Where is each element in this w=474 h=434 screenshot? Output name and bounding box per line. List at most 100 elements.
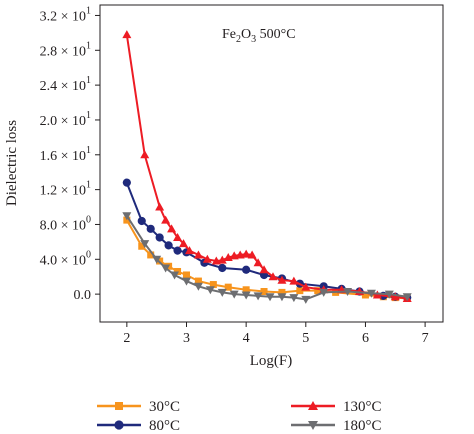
data-point-30c xyxy=(138,242,146,250)
data-point-180c xyxy=(319,288,329,297)
data-point-30c xyxy=(361,291,369,299)
data-point-80c xyxy=(137,216,146,226)
data-point-180c xyxy=(241,291,251,300)
data-point-130c xyxy=(301,282,311,291)
data-point-180c xyxy=(253,292,263,301)
data-point-180c xyxy=(140,240,150,249)
data-point-180c xyxy=(217,288,227,297)
data-point-30c xyxy=(296,287,304,295)
data-point-80c xyxy=(173,246,182,255)
data-point-180c xyxy=(152,255,162,264)
legend-item-130c: 130°C xyxy=(291,399,382,415)
legend-label: 80°C xyxy=(149,418,180,434)
data-point-130c xyxy=(253,258,263,267)
data-point-180c xyxy=(366,289,376,298)
y-axis-label: Dielectric loss xyxy=(4,120,20,206)
legend-marker xyxy=(308,421,318,430)
legend-label: 30°C xyxy=(149,399,180,415)
data-point-130c xyxy=(289,276,299,285)
chart-annotation: Fe2O3 500°C xyxy=(222,27,296,45)
data-point-130c xyxy=(173,233,183,242)
y-tick-label: 8.0 × 100 xyxy=(40,214,91,233)
data-point-30c xyxy=(278,288,286,296)
x-tick-label: 3 xyxy=(183,331,190,346)
data-point-130c xyxy=(140,150,150,159)
legend-item-30c: 30°C xyxy=(97,399,180,415)
y-tick-label: 0.0 xyxy=(74,288,92,303)
data-point-180c xyxy=(122,212,132,221)
x-tick-label: 2 xyxy=(123,331,130,346)
data-point-80c xyxy=(122,178,131,187)
data-point-180c xyxy=(384,290,394,299)
data-point-180c xyxy=(265,293,275,302)
data-point-80c xyxy=(146,224,155,233)
data-point-180c xyxy=(205,286,215,295)
data-point-130c xyxy=(390,292,400,301)
data-point-130c xyxy=(122,30,132,39)
data-point-130c xyxy=(241,249,251,258)
data-point-180c xyxy=(161,264,171,273)
legend-label: 130°C xyxy=(343,399,382,415)
data-point-30c xyxy=(194,277,202,285)
data-point-30c xyxy=(182,271,190,279)
legend-marker xyxy=(114,420,124,430)
data-point-180c xyxy=(170,271,180,280)
x-axis: 2 3 4 5 6 7 xyxy=(123,322,429,346)
data-point-130c xyxy=(193,250,203,259)
legend: 30°C 80°C 130°C 180°C xyxy=(97,399,382,434)
data-point-130c xyxy=(259,265,269,274)
data-point-130c xyxy=(277,275,287,284)
data-point-30c xyxy=(147,251,155,259)
y-tick-label: 2.4 × 101 xyxy=(40,75,91,94)
data-point-180c xyxy=(229,290,239,299)
data-point-180c xyxy=(289,294,299,303)
data-point-130c xyxy=(167,224,177,233)
data-point-180c xyxy=(193,282,203,291)
y-tick-label: 1.2 × 101 xyxy=(40,180,91,199)
data-point-30c xyxy=(314,287,322,295)
series-180c xyxy=(122,212,412,304)
y-axis: 0.0 4.0 × 100 8.0 × 100 1.2 × 101 1.6 × 101 2… xyxy=(40,5,100,303)
data-point-180c xyxy=(301,295,311,304)
data-point-30c xyxy=(209,281,217,289)
data-point-130c xyxy=(155,202,165,211)
data-point-80c xyxy=(164,241,173,250)
legend-item-180c: 180°C xyxy=(291,418,382,434)
x-tick-label: 5 xyxy=(302,331,309,346)
legend-marker xyxy=(115,402,123,410)
data-point-130c xyxy=(247,250,257,259)
data-point-180c xyxy=(181,277,191,286)
legend-label: 180°C xyxy=(343,418,382,434)
data-point-30c xyxy=(224,283,232,291)
data-point-180c xyxy=(277,293,287,302)
legend-marker xyxy=(308,401,318,410)
data-point-130c xyxy=(217,255,227,264)
data-point-130c xyxy=(161,215,171,224)
data-point-80c xyxy=(242,265,251,274)
x-tick-label: 4 xyxy=(243,331,250,346)
legend-item-80c: 80°C xyxy=(97,418,180,434)
y-tick-label: 2.8 × 101 xyxy=(40,40,91,59)
data-point-30c xyxy=(260,288,268,296)
y-tick-label: 2.0 × 101 xyxy=(40,110,91,129)
y-tick-label: 4.0 × 100 xyxy=(40,249,91,268)
x-axis-label: Log(F) xyxy=(250,353,293,369)
x-tick-label: 6 xyxy=(362,331,369,346)
data-point-180c xyxy=(402,293,412,302)
y-tick-label: 3.2 × 101 xyxy=(40,5,91,24)
series-130c xyxy=(122,30,412,302)
data-point-130c xyxy=(184,246,194,255)
y-tick-label: 1.6 × 101 xyxy=(40,145,91,164)
data-point-80c xyxy=(218,263,227,273)
data-point-80c xyxy=(155,233,164,242)
data-point-130c xyxy=(179,239,189,248)
data-point-180c xyxy=(343,288,353,297)
data-point-130c xyxy=(268,272,278,281)
x-tick-label: 7 xyxy=(422,331,429,346)
series-layer xyxy=(122,30,412,304)
data-point-30c xyxy=(242,286,250,294)
plot-frame xyxy=(99,4,444,323)
data-point-130c xyxy=(202,254,212,263)
